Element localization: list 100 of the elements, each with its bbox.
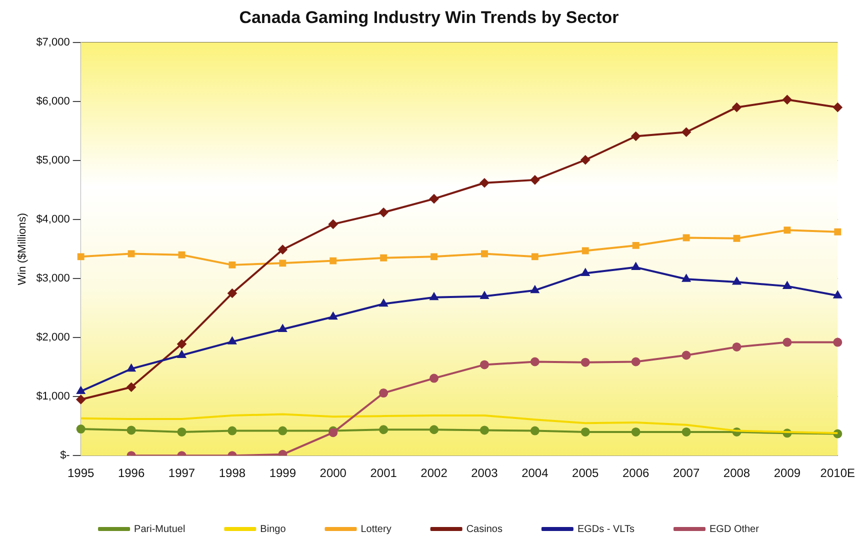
- point: [379, 425, 388, 434]
- point: [177, 340, 186, 349]
- point: [480, 292, 489, 299]
- point: [682, 234, 690, 242]
- point: [178, 251, 186, 258]
- point: [834, 228, 842, 236]
- point: [228, 288, 237, 298]
- point: [732, 278, 741, 285]
- point: [631, 427, 640, 436]
- point: [126, 426, 136, 435]
- point: [128, 250, 135, 258]
- x-tick-label: 2008: [723, 466, 750, 480]
- y-tick-label: $4,000: [36, 214, 70, 226]
- legend-label: EGD Other: [709, 524, 760, 535]
- point: [380, 254, 388, 262]
- point: [127, 364, 136, 372]
- point: [833, 102, 842, 112]
- point: [682, 274, 690, 282]
- x-tick-label: 2007: [672, 466, 700, 480]
- point: [531, 253, 538, 260]
- point: [279, 260, 286, 267]
- x-tick-label: 2001: [370, 466, 398, 480]
- point: [834, 291, 842, 298]
- point: [631, 132, 640, 141]
- point: [632, 242, 640, 249]
- point: [581, 268, 590, 276]
- point: [430, 194, 439, 204]
- point: [481, 250, 488, 258]
- point: [328, 220, 338, 229]
- point: [580, 155, 590, 164]
- legend-label: Lottery: [360, 524, 392, 535]
- x-tick-label: 1997: [168, 466, 196, 480]
- x-tick-label: 2005: [572, 466, 600, 480]
- point: [76, 395, 86, 404]
- point: [784, 226, 791, 234]
- point: [329, 312, 338, 320]
- point: [530, 357, 540, 366]
- x-tick-label: 2010E: [820, 466, 855, 480]
- legend-label: EGDs - VLTs: [577, 524, 634, 535]
- point: [782, 338, 792, 347]
- legend-label: Casinos: [466, 524, 502, 535]
- point: [330, 257, 337, 264]
- y-axis-title: Win ($Millions): [16, 212, 29, 286]
- point: [480, 426, 489, 435]
- point: [682, 128, 691, 137]
- x-tick-label: 2006: [622, 466, 650, 480]
- point: [278, 245, 288, 254]
- point: [631, 357, 640, 366]
- y-tick-label: $7,000: [36, 36, 70, 48]
- x-tick-label: 2000: [320, 466, 347, 480]
- legend-label: Pari-Mutuel: [134, 524, 186, 535]
- point: [278, 324, 287, 332]
- y-tick-label: $2,000: [36, 332, 70, 344]
- point: [733, 234, 740, 242]
- x-tick-label: 1999: [269, 466, 296, 480]
- point: [76, 424, 86, 434]
- legend-label: Bingo: [260, 524, 286, 535]
- point: [580, 358, 590, 367]
- point: [380, 299, 388, 307]
- point: [782, 95, 792, 104]
- y-tick-label: $3,000: [36, 272, 70, 285]
- point: [530, 175, 540, 184]
- point: [228, 426, 237, 436]
- y-tick-label: $-: [60, 450, 70, 462]
- x-tick-label: 1998: [218, 466, 246, 480]
- point: [682, 427, 691, 436]
- point: [126, 382, 136, 392]
- point: [430, 374, 439, 383]
- point: [480, 360, 489, 370]
- y-tick-label: $1,000: [36, 390, 70, 403]
- x-tick-label: 2002: [420, 466, 448, 480]
- point: [530, 426, 540, 436]
- point: [582, 247, 589, 254]
- point: [76, 386, 85, 394]
- point: [580, 427, 590, 436]
- point: [77, 253, 84, 260]
- x-tick-label: 1995: [67, 466, 95, 480]
- point: [430, 292, 438, 300]
- x-tick-label: 2009: [774, 466, 801, 480]
- x-tick-label: 2003: [471, 466, 498, 480]
- chart-title: Canada Gaming Industry Win Trends by Sector: [239, 8, 620, 27]
- point: [278, 426, 288, 436]
- point: [430, 425, 439, 434]
- point: [732, 102, 742, 112]
- x-tick-label: 1996: [118, 466, 145, 480]
- point: [783, 282, 792, 289]
- point: [379, 208, 388, 217]
- point: [430, 253, 438, 260]
- point: [177, 427, 186, 436]
- point: [682, 350, 691, 360]
- point: [632, 262, 640, 270]
- point: [228, 261, 236, 268]
- point: [178, 350, 186, 358]
- x-tick-label: 2004: [522, 466, 549, 480]
- y-tick-label: $5,000: [36, 154, 70, 166]
- point: [379, 388, 388, 398]
- point: [480, 178, 489, 188]
- point: [833, 338, 842, 347]
- point: [228, 337, 236, 344]
- y-tick-label: $6,000: [36, 95, 70, 108]
